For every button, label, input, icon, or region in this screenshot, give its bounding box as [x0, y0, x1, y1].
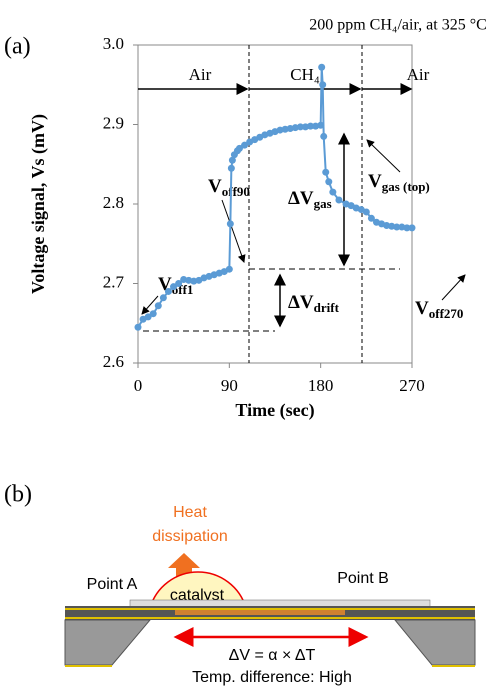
data-point: [149, 310, 157, 318]
data-point: [322, 168, 330, 176]
y-tick-label: 2.7: [103, 272, 125, 291]
data-point: [159, 294, 167, 302]
label: Heat: [173, 504, 207, 521]
data-point: [367, 214, 375, 222]
arrow: [221, 199, 246, 263]
data-point: [227, 164, 235, 172]
arrow: [441, 274, 466, 301]
data-point: [317, 121, 325, 129]
data-point: [228, 156, 236, 164]
data-point: [335, 196, 343, 204]
label: ΔV = α × ΔT: [229, 647, 316, 664]
label: Point B: [337, 570, 389, 587]
label: dissipation: [152, 528, 228, 545]
data-point: [296, 123, 304, 131]
y-tick-label: 3.0: [103, 34, 124, 53]
support: [64, 619, 152, 666]
plot-frame: [137, 44, 413, 364]
annotation: ΔVgas: [288, 188, 332, 211]
x-tick-label: 270: [399, 376, 425, 395]
chart-title: 200 ppm CH₄/air, at 325 °C: [309, 17, 487, 34]
y-tick-label: 2.8: [103, 193, 124, 212]
annotation: Voff270: [415, 298, 463, 321]
annotation: ΔVdrift: [288, 292, 340, 315]
panel-label: (b): [4, 482, 32, 508]
y-axis-label: Voltage signal, Vs (mV): [28, 114, 49, 294]
x-tick-label: 90: [221, 376, 238, 395]
support: [393, 619, 476, 666]
data-point: [154, 302, 162, 310]
data-point: [235, 144, 243, 152]
x-axis-label: Time (sec): [235, 400, 314, 421]
annotation: Voff90: [208, 176, 250, 199]
data-point: [318, 63, 326, 71]
label: Temp. difference: High: [192, 669, 352, 686]
y-tick-label: 2.6: [103, 352, 124, 371]
panel-label: (a): [4, 34, 31, 60]
label: Point A: [87, 576, 138, 593]
data-point: [164, 287, 172, 295]
annotation: Air: [407, 65, 430, 84]
data-point: [325, 178, 333, 186]
data-point: [408, 224, 416, 232]
annotation: Air: [189, 65, 212, 84]
data-point: [225, 265, 233, 273]
data-point: [241, 141, 249, 149]
data-point: [134, 323, 142, 331]
data-point: [319, 81, 327, 89]
annotation: CH₄: [290, 65, 320, 84]
heater: [175, 610, 345, 615]
x-tick-label: 180: [308, 376, 334, 395]
data-point: [362, 208, 370, 216]
data-point: [175, 280, 183, 287]
data-point: [226, 220, 234, 228]
data-point: [393, 223, 401, 231]
x-tick-label: 0: [134, 376, 143, 395]
data-point: [320, 132, 328, 140]
arrow: [141, 295, 159, 315]
data-point: [403, 224, 411, 232]
y-tick-label: 2.9: [103, 113, 124, 132]
catalyst: [148, 571, 248, 609]
data-point: [329, 188, 337, 196]
data-point: [144, 313, 152, 321]
annotation: Vgas (top): [368, 171, 430, 194]
data-point: [170, 283, 178, 291]
data-point: [307, 122, 315, 130]
arrow: [366, 139, 401, 173]
